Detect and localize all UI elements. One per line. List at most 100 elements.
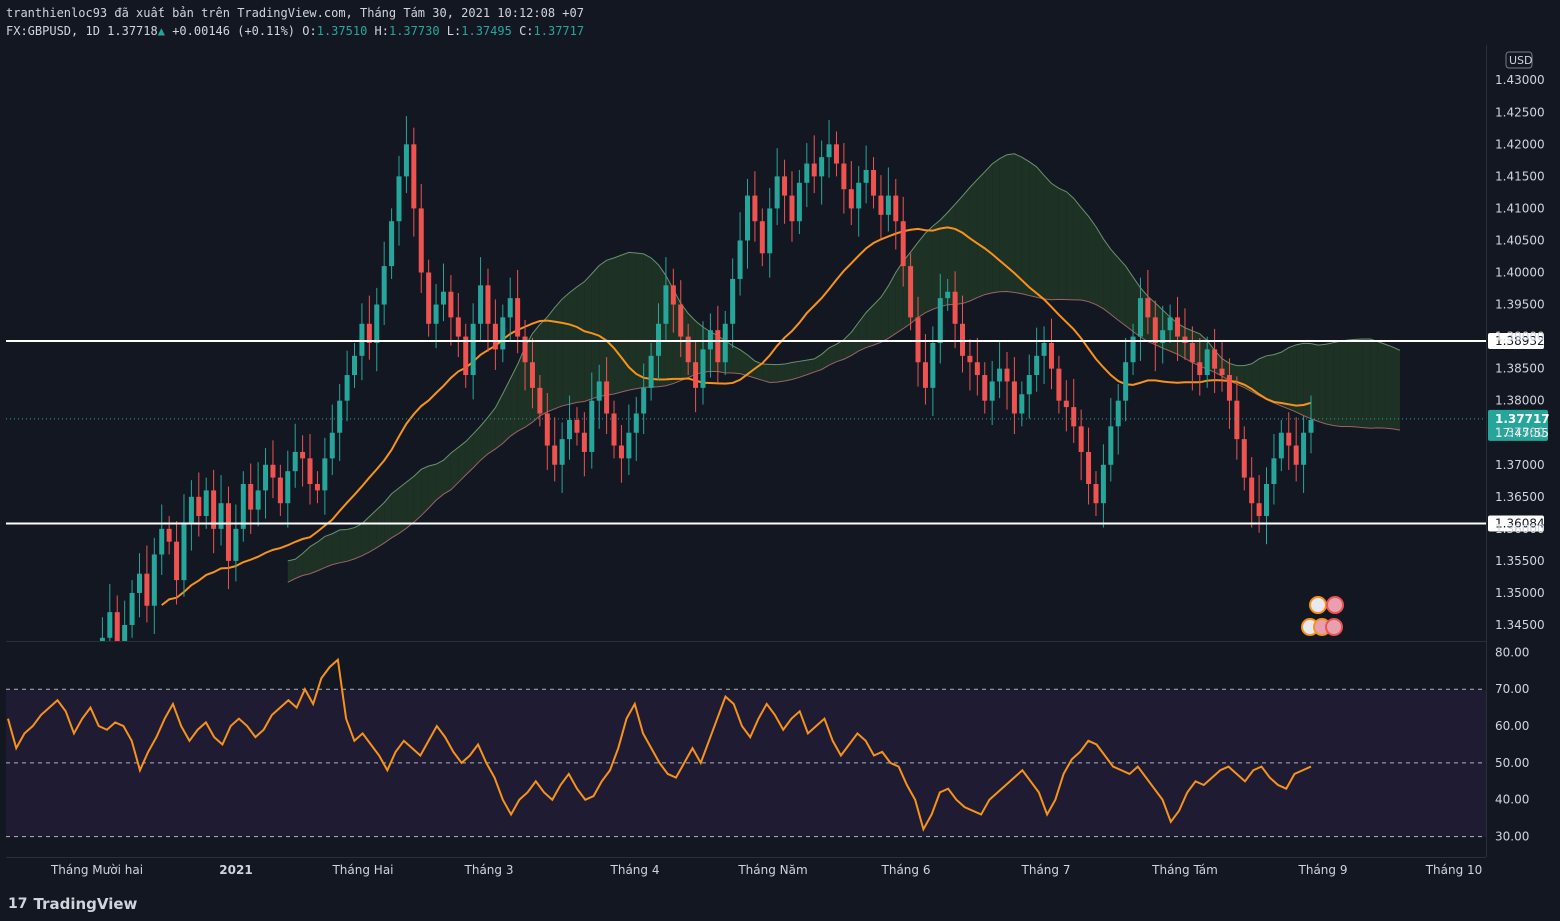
- candle: [1152, 317, 1158, 343]
- cloud-segment: [1110, 249, 1119, 321]
- candle: [122, 624, 128, 641]
- cloud-segment: [421, 465, 429, 516]
- candle: [945, 291, 951, 299]
- cloud-segment: [799, 360, 807, 378]
- low-value: 1.37495: [461, 24, 512, 38]
- candle: [136, 573, 142, 593]
- cloud-segment: [1073, 198, 1082, 300]
- cloud-segment: [880, 285, 889, 343]
- candle: [174, 541, 180, 581]
- candle: [389, 221, 395, 267]
- horizontal-line-label-bg: [1488, 332, 1544, 349]
- symbol-label[interactable]: FX:GBPUSD, 1D: [6, 24, 100, 38]
- time-tick-label: Tháng Năm: [737, 863, 807, 877]
- candle: [774, 176, 780, 209]
- cloud-segment: [354, 523, 362, 559]
- candle: [433, 304, 439, 324]
- cloud-segment: [762, 364, 770, 383]
- candle: [552, 445, 558, 465]
- open-label: O:: [302, 24, 317, 38]
- candle: [1108, 426, 1114, 465]
- candle: [1197, 362, 1203, 376]
- candle: [826, 144, 832, 158]
- candle: [559, 439, 565, 465]
- tradingview-logo[interactable]: 17 TradingView: [8, 895, 137, 913]
- event-flags[interactable]: [1301, 596, 1344, 636]
- cloud-segment: [428, 464, 437, 509]
- cloud-segment: [1355, 339, 1363, 428]
- up-arrow-icon: ▲: [157, 24, 165, 38]
- cloud-segment: [1259, 355, 1267, 400]
- candle: [819, 157, 825, 177]
- cloud-segment: [925, 226, 933, 313]
- cloud-segment: [1007, 153, 1015, 293]
- cloud-segment: [843, 332, 852, 360]
- candle: [1056, 368, 1062, 401]
- candle: [641, 387, 647, 414]
- candle: [500, 317, 506, 350]
- candle: [1011, 381, 1017, 414]
- cloud-segment: [547, 307, 555, 412]
- cloud-segment: [1333, 341, 1341, 427]
- cloud-segment: [806, 358, 815, 375]
- candle: [678, 304, 684, 337]
- cloud-segment: [1058, 188, 1067, 300]
- cloud-segment: [1362, 339, 1371, 429]
- candle: [1093, 483, 1099, 504]
- cloud-segment: [295, 553, 303, 579]
- candle: [492, 323, 498, 350]
- candle: [263, 464, 269, 491]
- cloud-segment: [1392, 346, 1400, 431]
- cloud-segment: [339, 529, 348, 563]
- cloud-segment: [1029, 161, 1037, 298]
- cloud-segment: [324, 533, 333, 568]
- time-tick-label: Tháng Tám: [1151, 863, 1218, 877]
- candle: [989, 381, 995, 401]
- cloud-segment: [458, 441, 466, 483]
- candle: [151, 554, 157, 606]
- candle: [997, 368, 1003, 382]
- cloud-segment: [784, 362, 792, 382]
- cloud-segment: [836, 339, 844, 362]
- candle: [374, 304, 380, 343]
- time-tick-label: Tháng 4: [610, 863, 660, 877]
- candle: [663, 285, 669, 324]
- cloud-segment: [399, 482, 407, 534]
- candle: [618, 445, 624, 459]
- candle: [1130, 336, 1136, 363]
- us-flag-icon[interactable]: [1325, 618, 1343, 636]
- uk-flag-icon[interactable]: [1309, 596, 1327, 614]
- candle: [248, 483, 254, 510]
- candle: [1278, 432, 1284, 459]
- candle: [211, 490, 217, 529]
- cloud-segment: [317, 536, 325, 571]
- ohlc-legend: FX:GBPUSD, 1D 1.37718▲ +0.00146 (+0.11%)…: [6, 24, 584, 38]
- cloud-segment: [347, 527, 355, 562]
- candle: [1019, 394, 1025, 414]
- candle: [448, 291, 454, 318]
- cloud-segment: [1081, 207, 1089, 302]
- candle: [1189, 343, 1195, 363]
- candle: [352, 355, 358, 376]
- cloud-segment: [1273, 352, 1282, 407]
- cloud-segment: [480, 417, 488, 461]
- candle: [478, 285, 484, 324]
- high-label: H:: [374, 24, 389, 38]
- candle: [240, 483, 246, 529]
- candle: [922, 362, 928, 388]
- uk-flag-icon[interactable]: [1326, 596, 1344, 614]
- cloud-segment: [391, 487, 399, 538]
- cloud-segment: [495, 393, 503, 449]
- rsi-tick-label: 60.00: [1495, 719, 1529, 733]
- cloud-segment: [814, 354, 822, 373]
- countdown-label: 17:47:55: [1495, 426, 1549, 440]
- cloud-segment: [636, 252, 644, 389]
- cloud-segment: [947, 204, 956, 305]
- candle: [181, 522, 187, 581]
- cloud-segment: [584, 273, 592, 402]
- cloud-segment: [769, 364, 778, 383]
- candle: [626, 432, 632, 459]
- candle: [381, 266, 387, 305]
